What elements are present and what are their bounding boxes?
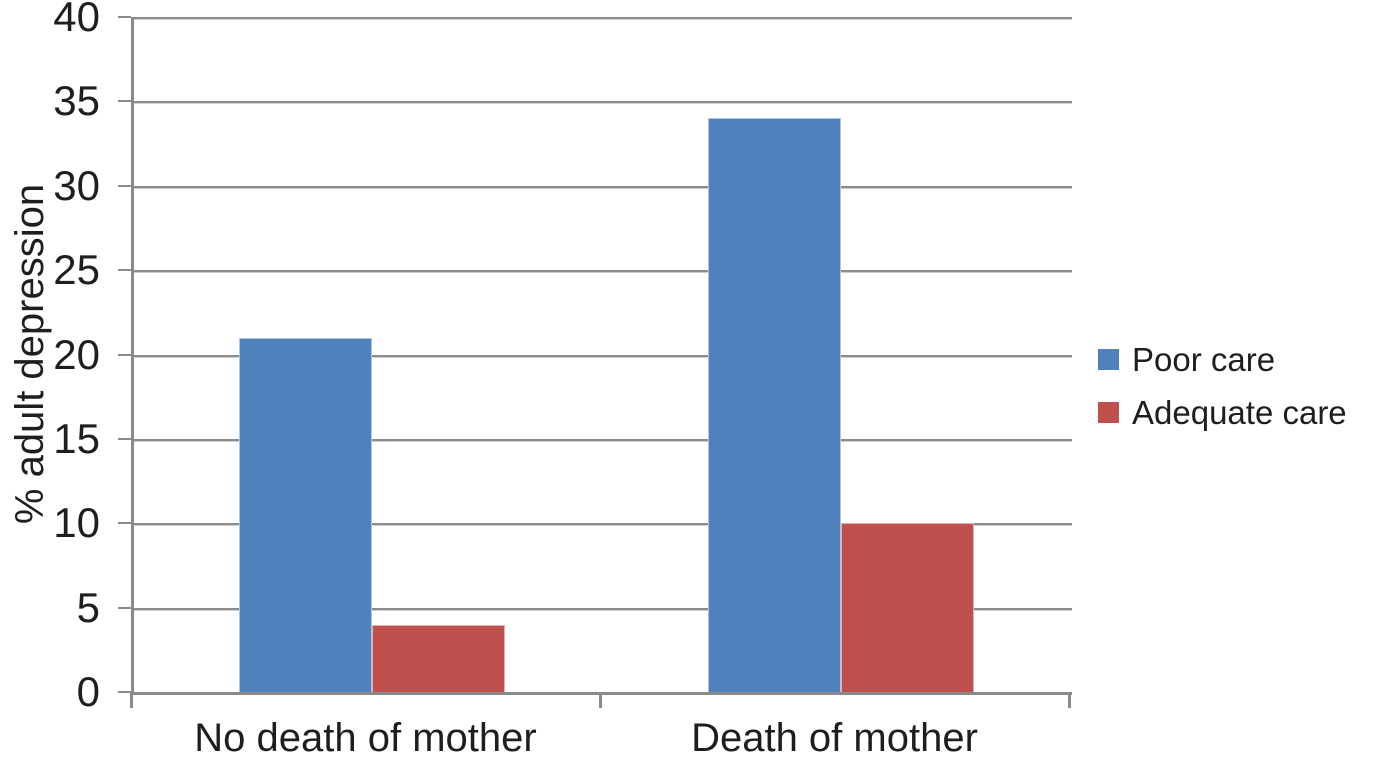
gridline-y-10 [134, 523, 1072, 526]
y-tick-mark-25 [118, 269, 131, 272]
y-tick-mark-0 [118, 691, 131, 693]
x-tick-mark-0 [130, 692, 133, 708]
y-tick-mark-10 [118, 522, 131, 525]
y-tick-label-40: 40 [53, 0, 100, 40]
legend-item-adequate-care: Adequate care [1098, 396, 1347, 429]
y-tick-label-20: 20 [53, 330, 100, 378]
gridline-y-40 [134, 17, 1072, 19]
gridline-y-35 [134, 101, 1072, 104]
y-tick-label-15: 15 [53, 414, 100, 462]
gridline-y-5 [134, 607, 1072, 610]
x-tick-mark-2 [1068, 692, 1071, 708]
y-tick-mark-35 [118, 100, 131, 103]
legend-label: Adequate care [1132, 393, 1347, 431]
y-tick-label-35: 35 [53, 77, 100, 125]
gridline-y-15 [134, 438, 1072, 441]
gridline-y-20 [134, 354, 1072, 357]
y-tick-label-5: 5 [76, 583, 100, 631]
legend: Poor care Adequate care [1098, 343, 1347, 452]
x-category-label-2: Death of mother [691, 716, 978, 760]
legend-swatch-icon [1098, 401, 1119, 423]
bar-adequate-care-2 [840, 523, 974, 692]
y-tick-mark-15 [118, 437, 131, 440]
bar-adequate-care-1 [371, 624, 505, 692]
y-tick-label-25: 25 [53, 246, 100, 294]
legend-item-poor-care: Poor care [1098, 343, 1347, 376]
y-tick-label-0: 0 [76, 668, 100, 715]
y-tick-mark-5 [118, 606, 131, 609]
y-tick-mark-40 [118, 16, 131, 18]
y-tick-label-10: 10 [53, 499, 100, 547]
gridline-y-25 [134, 270, 1072, 273]
legend-swatch-icon [1098, 348, 1119, 370]
y-tick-mark-30 [118, 184, 131, 187]
bar-poor-care-1 [238, 337, 372, 692]
x-category-label-1: No death of mother [194, 716, 537, 760]
x-tick-mark-1 [599, 692, 602, 708]
gridline-y-30 [134, 185, 1072, 188]
y-tick-mark-20 [118, 353, 131, 356]
legend-label: Poor care [1132, 340, 1276, 378]
plot-area [131, 17, 1072, 695]
bar-poor-care-2 [707, 118, 841, 692]
y-tick-label-30: 30 [53, 161, 100, 209]
